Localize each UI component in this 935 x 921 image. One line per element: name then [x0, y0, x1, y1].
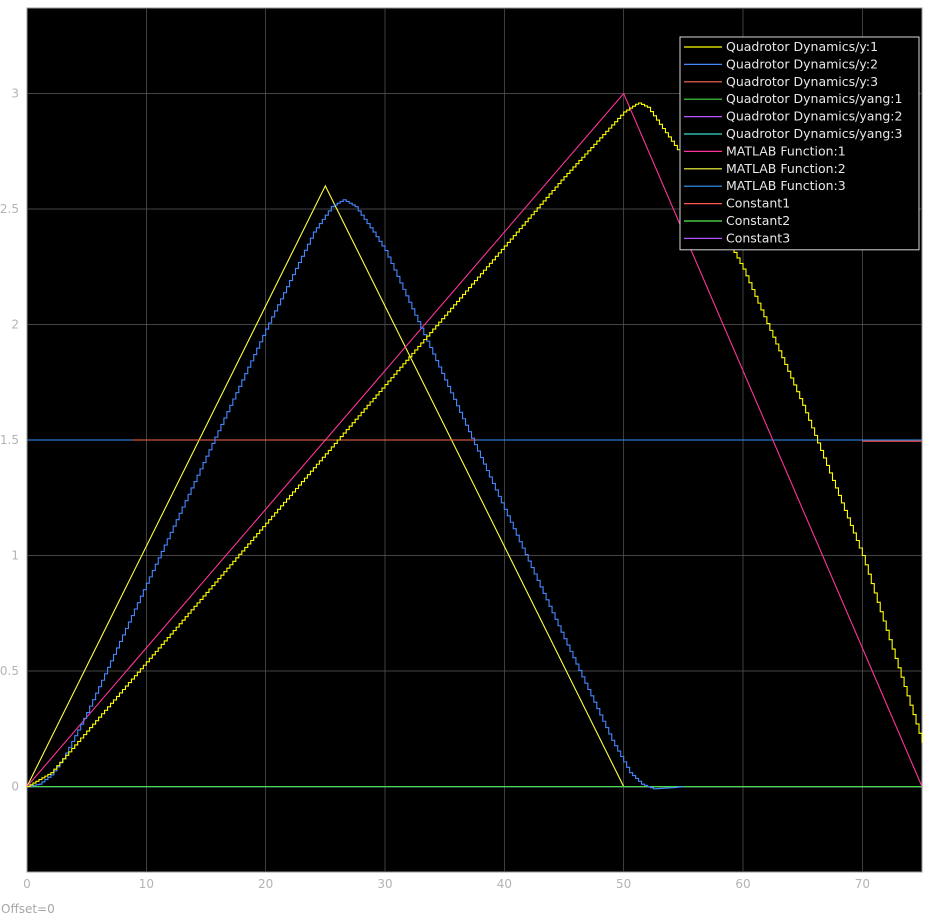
legend-entry-label[interactable]: Quadrotor Dynamics/yang:2	[726, 109, 902, 124]
y-tick-label: 2.5	[0, 202, 19, 216]
legend-entry-label[interactable]: Quadrotor Dynamics/yang:3	[726, 126, 902, 141]
y-tick-label: 0	[11, 780, 19, 794]
offset-label: Offset=0	[1, 902, 55, 916]
legend-entry-label[interactable]: Quadrotor Dynamics/yang:1	[726, 91, 902, 106]
series-line-2	[27, 199, 684, 790]
y-tick-label: 1	[11, 549, 19, 563]
y-tick-label: 3	[11, 86, 19, 100]
x-tick-label: 0	[23, 877, 31, 891]
y-axis-ticks: 0 0.5 1 1.5 2 2.5 3	[0, 86, 19, 793]
legend-entry-label[interactable]: Constant3	[726, 230, 790, 245]
legend-box	[679, 36, 920, 251]
legend-entry-label[interactable]: Quadrotor Dynamics/y:2	[726, 56, 878, 71]
legend-entry-label[interactable]: MATLAB Function:3	[726, 178, 846, 193]
x-tick-label: 70	[855, 877, 870, 891]
x-tick-label: 20	[258, 877, 273, 891]
legend-entry-label[interactable]: Quadrotor Dynamics/y:3	[726, 74, 878, 89]
legend-entry-label[interactable]: Constant1	[726, 196, 790, 211]
legend-entry-label[interactable]: Constant2	[726, 213, 790, 228]
series-lines	[26, 92, 923, 790]
x-tick-label: 40	[497, 877, 512, 891]
series-line-7	[26, 92, 923, 787]
x-tick-label: 50	[616, 877, 631, 891]
x-tick-label: 30	[377, 877, 392, 891]
legend-entry-label[interactable]: Quadrotor Dynamics/y:1	[726, 39, 878, 54]
x-tick-label: 10	[139, 877, 154, 891]
y-tick-label: 1.5	[0, 433, 19, 447]
series-line-1	[27, 102, 923, 788]
legend-entry-label[interactable]: MATLAB Function:2	[726, 161, 846, 176]
x-tick-label: 60	[735, 877, 750, 891]
legend[interactable]: Quadrotor Dynamics/y:1 Quadrotor Dynamics…	[679, 36, 920, 251]
y-tick-label: 0.5	[0, 664, 19, 678]
x-axis-ticks: 0 10 20 30 40 50 60 70	[23, 877, 870, 891]
legend-entry-label[interactable]: MATLAB Function:1	[726, 143, 846, 158]
y-tick-label: 2	[11, 317, 19, 331]
